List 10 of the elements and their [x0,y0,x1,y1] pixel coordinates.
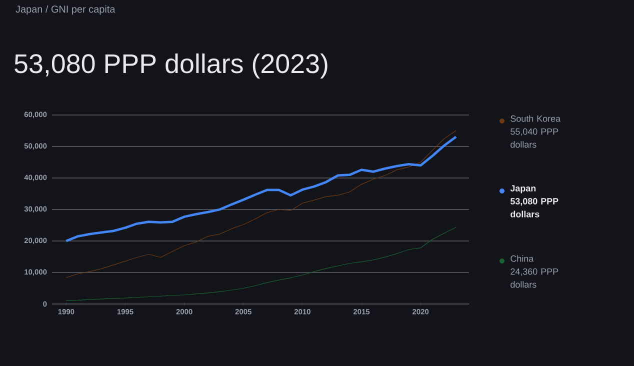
line-series [66,130,456,278]
legend-label: China [510,255,534,262]
legend-label: South Korea [510,115,561,122]
chart-title: 53,080 PPP dollars (2023) [14,53,328,79]
text: 55,040 PPP dollars [510,128,558,148]
text: 24,360 PPP dollars [510,268,558,288]
chart-subtitle: Japan / GNI per capita [16,5,116,15]
line-series [64,136,458,242]
legend-label: Japan [510,185,536,194]
text: 53,080 PPP dollars [510,198,558,218]
